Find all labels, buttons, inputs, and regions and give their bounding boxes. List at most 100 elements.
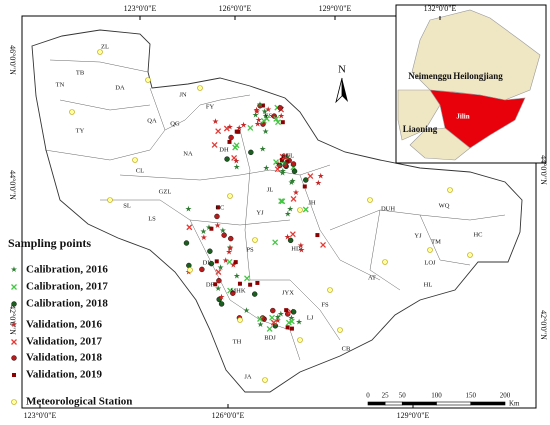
sampling-point: [290, 195, 297, 202]
sampling-point: ★: [278, 112, 285, 121]
legend-symbol: [11, 301, 17, 307]
legend-symbol: [12, 373, 16, 377]
legend-item: Calibration, 2017: [26, 281, 108, 293]
left-coord-label: 46°0'0"N: [8, 45, 17, 75]
county-label: YS: [264, 112, 273, 119]
sampling-point: [207, 248, 213, 254]
right-coord-label: 42°0'0"N: [539, 310, 548, 340]
north-arrow: [335, 77, 348, 104]
county-label: YJ: [414, 232, 422, 239]
meteorological-station: [327, 287, 333, 293]
sampling-point: ★: [226, 248, 233, 257]
sampling-point: [315, 233, 320, 238]
sampling-point: ★: [236, 124, 243, 133]
sampling-point: ★: [214, 221, 221, 230]
legend-symbol: [11, 399, 17, 405]
meteorological-station: [145, 77, 151, 83]
sampling-point: ★: [274, 312, 281, 321]
county-label: LOJ: [424, 259, 436, 266]
left-coord-label: 44°0'0"N: [8, 170, 17, 200]
sampling-point: [213, 282, 218, 287]
sampling-point: ★: [284, 232, 291, 241]
sampling-point: [285, 159, 290, 164]
left-coord-label: 42°0'0"N: [8, 305, 17, 335]
sampling-point: ★: [257, 320, 264, 329]
county-label: SL: [123, 202, 131, 209]
sampling-point: [247, 124, 254, 131]
county-label: HL: [424, 281, 433, 288]
sampling-point: [273, 159, 279, 165]
top-coord-label: 129°0'0"E: [319, 4, 352, 13]
sampling-point: [270, 307, 276, 314]
county-label: GZL: [159, 188, 172, 195]
sampling-point: [233, 260, 238, 265]
legend-item: Meteorological Station: [26, 396, 132, 408]
legend-item: Validation, 2019: [26, 369, 103, 381]
county-label: TM: [431, 238, 441, 245]
sampling-point: [211, 141, 218, 148]
county-label: LS: [148, 215, 156, 222]
meteorological-station: [382, 259, 388, 265]
meteorological-station: [447, 187, 453, 193]
sampling-point: ★: [262, 127, 269, 136]
north-arrow-left: [335, 77, 343, 104]
sampling-point: [248, 149, 254, 156]
sampling-point: ★: [200, 227, 207, 236]
sampling-point: [244, 275, 250, 282]
sampling-point: [279, 198, 286, 205]
meteorological-station: [337, 327, 343, 333]
sampling-point: ★: [288, 178, 295, 187]
sampling-point: ★: [226, 123, 233, 132]
sampling-point: [302, 184, 307, 189]
sampling-point: ★: [254, 120, 261, 129]
legend-item: Validation, 2018: [26, 352, 103, 364]
sampling-point: [287, 237, 294, 244]
sampling-point: [270, 319, 277, 326]
sampling-point: [255, 280, 260, 285]
county-label: JL: [267, 186, 274, 193]
county-label: TH: [233, 338, 242, 345]
sampling-point: ★: [279, 168, 286, 177]
sampling-point: ★: [217, 263, 224, 272]
sampling-point: ★: [253, 107, 260, 116]
sampling-point: [216, 296, 222, 303]
scale-label: 100: [431, 392, 442, 400]
sampling-point: ★: [315, 178, 322, 187]
meteorological-station: [297, 337, 303, 343]
legend-symbol: [11, 284, 17, 290]
sampling-point: [232, 144, 239, 151]
county-label: BDJ: [264, 334, 276, 341]
sampling-point: ★: [284, 210, 291, 219]
county-label: FS: [321, 301, 329, 308]
county-label: NA: [183, 150, 193, 157]
inset-label: Jilin: [456, 113, 469, 121]
sampling-point: [226, 258, 233, 265]
sampling-point: ★: [243, 306, 250, 315]
sampling-point: [275, 119, 281, 126]
sampling-point: [215, 128, 222, 135]
meteorological-station: [187, 267, 193, 273]
sampling-point: ★: [261, 107, 268, 116]
sampling-point: [252, 291, 258, 297]
inset-label: Liaoning: [403, 124, 438, 134]
inset-map: [395, 4, 547, 164]
sampling-point: ★: [230, 261, 237, 270]
sampling-point: [320, 241, 327, 248]
meteorological-station: [237, 317, 243, 323]
sampling-point: [218, 301, 225, 307]
legend-symbol: [11, 339, 17, 345]
scale-segment: [401, 401, 437, 406]
top-coord-label: 123°0'0"E: [124, 4, 157, 13]
legend-symbol: ★: [10, 265, 17, 274]
sampling-point: ★: [279, 166, 286, 175]
county-label: QA: [147, 117, 157, 124]
sampling-point: [257, 103, 263, 109]
bottom-coord-label: 123°0'0"E: [24, 411, 57, 420]
sampling-point: [183, 240, 190, 246]
sampling-point: ★: [218, 293, 225, 302]
sampling-point: [231, 154, 238, 161]
county-label: DF: [206, 281, 215, 288]
sampling-point: [236, 129, 241, 134]
sampling-point: [285, 319, 292, 326]
sampling-point: [273, 115, 280, 122]
